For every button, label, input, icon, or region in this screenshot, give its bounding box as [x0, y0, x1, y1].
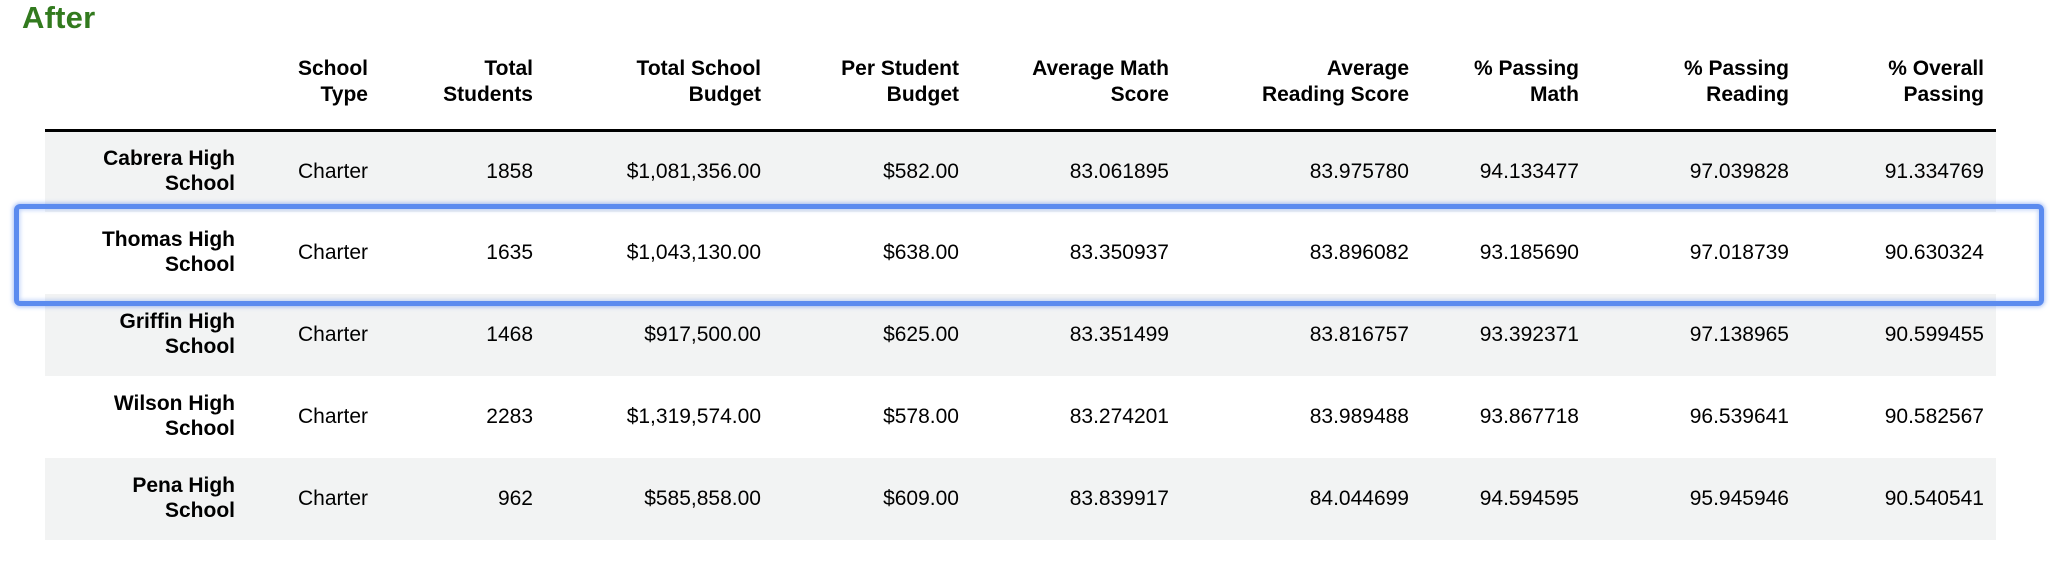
column-header: % Passing Math: [1421, 38, 1591, 132]
table-row: Wilson High School Charter 2283 $1,319,574.…: [45, 376, 1996, 458]
data-cell: $582.00: [883, 159, 959, 183]
school-name-cell: Griffin High School: [119, 310, 235, 358]
data-cell: 83.989488: [1309, 405, 1409, 428]
data-cell: $1,043,130.00: [626, 241, 761, 264]
data-cell: 93.185690: [1479, 241, 1579, 264]
column-header: % Overall Passing: [1801, 38, 1996, 132]
data-cell: 83.839917: [1069, 487, 1169, 510]
data-cell: 83.274201: [1069, 405, 1169, 428]
school-name-cell: Cabrera High School: [103, 146, 235, 195]
column-header: Total School Budget: [545, 38, 773, 132]
table-row: Cabrera High School Charter 1858 $1,081,356…: [45, 130, 1996, 212]
data-cell: Charter: [297, 487, 368, 510]
data-cell: 83.975780: [1309, 159, 1409, 183]
data-cell: 83.896082: [1309, 241, 1409, 264]
column-header: Average Math Score: [971, 38, 1181, 132]
data-cell: 90.599455: [1884, 323, 1984, 346]
data-cell: $917,500.00: [644, 323, 761, 346]
column-header: % Passing Reading: [1591, 38, 1801, 132]
data-cell: $1,319,574.00: [626, 405, 761, 428]
table-body: Cabrera High School Charter 1858 $1,081,356…: [45, 130, 1996, 540]
data-cell: $585,858.00: [644, 487, 761, 510]
data-cell: 90.630324: [1884, 241, 1984, 264]
data-cell: Charter: [297, 159, 368, 183]
data-cell: 96.539641: [1689, 405, 1789, 428]
data-cell: 95.945946: [1689, 487, 1789, 510]
corner-header-cell: [45, 38, 245, 132]
data-cell: 1635: [486, 241, 533, 264]
data-cell: 93.392371: [1479, 323, 1579, 346]
data-cell: 84.044699: [1309, 487, 1409, 510]
data-cell: $638.00: [883, 241, 959, 264]
column-header: School Type: [245, 38, 380, 132]
column-header: Average Reading Score: [1181, 38, 1421, 132]
header-row: School Type Total Students Total School Bu…: [45, 38, 1996, 132]
data-cell: $578.00: [883, 405, 959, 428]
school-name-cell: Wilson High School: [113, 392, 235, 440]
data-cell: 90.582567: [1884, 405, 1984, 428]
data-cell: 83.816757: [1309, 323, 1409, 346]
data-cell: 962: [497, 487, 533, 510]
data-cell: 94.594595: [1479, 487, 1579, 510]
data-cell: 83.350937: [1069, 241, 1169, 264]
data-cell: $609.00: [883, 487, 959, 510]
data-cell: 97.018739: [1689, 241, 1789, 264]
column-header: Total Students: [380, 38, 545, 132]
table-row: Pena High School Charter 962 $585,858.00 $60…: [45, 458, 1996, 540]
school-name-cell: Thomas High School: [101, 228, 235, 276]
data-cell: 94.133477: [1479, 159, 1579, 183]
column-header: Per Student Budget: [773, 38, 971, 132]
data-cell: 91.334769: [1884, 159, 1984, 183]
data-cell: 93.867718: [1479, 405, 1579, 428]
page-title: After: [22, 0, 96, 35]
data-cell: 2283: [486, 405, 533, 428]
data-cell: 83.351499: [1069, 323, 1169, 346]
school-name-cell: Pena High School: [132, 474, 235, 522]
data-cell: Charter: [297, 241, 368, 264]
table-header: School Type Total Students Total School Bu…: [45, 38, 1996, 132]
data-cell: 90.540541: [1884, 487, 1984, 510]
data-cell: $1,081,356.00: [626, 159, 761, 183]
schools-table: School Type Total Students Total School Bu…: [45, 38, 1996, 540]
table-row-highlighted: Thomas High School Charter 1635 $1,043,130.…: [45, 212, 1996, 294]
data-cell: 83.061895: [1069, 159, 1169, 183]
data-cell: Charter: [297, 323, 368, 346]
data-cell: $625.00: [883, 323, 959, 346]
data-cell: 97.138965: [1689, 323, 1789, 346]
data-cell: 1858: [486, 159, 533, 183]
table-row: Griffin High School Charter 1468 $917,500.0…: [45, 294, 1996, 376]
data-cell: 97.039828: [1689, 159, 1789, 183]
data-cell: Charter: [297, 405, 368, 428]
data-cell: 1468: [486, 323, 533, 346]
